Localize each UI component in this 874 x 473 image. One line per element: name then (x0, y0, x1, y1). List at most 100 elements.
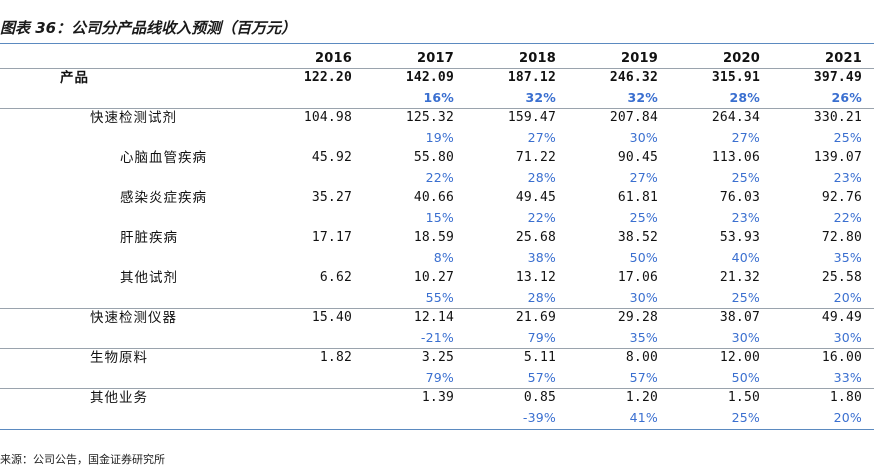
growth-cell: 8% (433, 250, 454, 265)
value-cell: 10.27 (413, 270, 454, 285)
growth-cell: 26% (831, 90, 862, 105)
value-cell: 29.28 (617, 310, 658, 325)
value-cell: 45.92 (311, 150, 352, 165)
growth-cell: 27% (731, 130, 760, 145)
value-cell: 17.17 (311, 230, 352, 245)
value-cell: 21.32 (719, 270, 760, 285)
value-cell: 13.12 (515, 270, 556, 285)
value-cell: 12.14 (413, 310, 454, 325)
value-cell: 90.45 (617, 150, 658, 165)
growth-cell: 57% (527, 370, 556, 385)
growth-cell: 28% (527, 170, 556, 185)
value-cell: 3.25 (421, 350, 454, 365)
growth-cell: 50% (629, 250, 658, 265)
value-cell: 72.80 (821, 230, 862, 245)
value-cell: 15.40 (311, 310, 352, 325)
value-cell: 53.93 (719, 230, 760, 245)
growth-cell: 22% (425, 170, 454, 185)
growth-cell: 27% (527, 130, 556, 145)
year-header: 2018 (519, 51, 556, 66)
row-label: 快速检测仪器 (90, 310, 177, 326)
value-cell: 139.07 (813, 150, 862, 165)
year-header: 2020 (723, 51, 760, 66)
table-rule (0, 308, 874, 309)
source-note: 来源：公司公告，国金证券研究所 (0, 453, 165, 466)
growth-cell: 20% (833, 290, 862, 305)
value-cell: 264.34 (711, 110, 760, 125)
growth-cell: 40% (731, 250, 760, 265)
growth-cell: 27% (629, 170, 658, 185)
value-cell: 38.07 (719, 310, 760, 325)
value-cell: 92.76 (821, 190, 862, 205)
row-label: 肝脏疾病 (120, 230, 178, 246)
value-cell: 61.81 (617, 190, 658, 205)
growth-cell: 30% (629, 290, 658, 305)
growth-cell: 30% (629, 130, 658, 145)
table-rule (0, 68, 874, 69)
value-cell: 76.03 (719, 190, 760, 205)
growth-cell: 41% (629, 410, 658, 425)
value-cell: 330.21 (813, 110, 862, 125)
growth-cell: -21% (420, 330, 454, 345)
row-label: 心脑血管疾病 (120, 150, 207, 166)
growth-cell: 30% (731, 330, 760, 345)
growth-cell: -39% (522, 410, 556, 425)
value-cell: 125.32 (405, 110, 454, 125)
value-cell: 49.49 (821, 310, 862, 325)
growth-cell: 22% (527, 210, 556, 225)
year-header: 2021 (825, 51, 862, 66)
value-cell: 40.66 (413, 190, 454, 205)
value-cell: 207.84 (609, 110, 658, 125)
value-cell: 5.11 (523, 350, 556, 365)
value-cell: 35.27 (311, 190, 352, 205)
growth-cell: 50% (731, 370, 760, 385)
value-cell: 25.68 (515, 230, 556, 245)
growth-cell: 25% (833, 130, 862, 145)
growth-cell: 19% (425, 130, 454, 145)
value-cell: 0.85 (523, 390, 556, 405)
growth-cell: 38% (527, 250, 556, 265)
growth-cell: 32% (627, 90, 658, 105)
value-cell: 159.47 (507, 110, 556, 125)
growth-cell: 35% (629, 330, 658, 345)
value-cell: 1.82 (319, 350, 352, 365)
value-cell: 49.45 (515, 190, 556, 205)
growth-cell: 20% (833, 410, 862, 425)
growth-cell: 28% (729, 90, 760, 105)
growth-cell: 25% (731, 410, 760, 425)
value-cell: 1.50 (727, 390, 760, 405)
value-cell: 17.06 (617, 270, 658, 285)
value-cell: 8.00 (625, 350, 658, 365)
growth-cell: 15% (425, 210, 454, 225)
growth-cell: 57% (629, 370, 658, 385)
value-cell: 397.49 (813, 70, 862, 85)
value-cell: 38.52 (617, 230, 658, 245)
value-cell: 71.22 (515, 150, 556, 165)
growth-cell: 55% (425, 290, 454, 305)
figure-title: 图表 36：公司分产品线收入预测（百万元） (0, 19, 297, 37)
growth-cell: 33% (833, 370, 862, 385)
growth-cell: 23% (833, 170, 862, 185)
value-cell: 113.06 (711, 150, 760, 165)
value-cell: 122.20 (303, 70, 352, 85)
row-label: 感染炎症疾病 (120, 190, 207, 206)
growth-cell: 25% (731, 170, 760, 185)
value-cell: 1.20 (625, 390, 658, 405)
value-cell: 6.62 (319, 270, 352, 285)
value-cell: 55.80 (413, 150, 454, 165)
year-header: 2017 (417, 51, 454, 66)
growth-cell: 25% (629, 210, 658, 225)
table-rule (0, 108, 874, 109)
growth-cell: 23% (731, 210, 760, 225)
growth-cell: 25% (731, 290, 760, 305)
row-label: 产品 (60, 70, 89, 86)
value-cell: 25.58 (821, 270, 862, 285)
value-cell: 104.98 (303, 110, 352, 125)
growth-cell: 16% (423, 90, 454, 105)
row-label: 其他试剂 (120, 270, 178, 286)
year-header: 2019 (621, 51, 658, 66)
growth-cell: 22% (833, 210, 862, 225)
growth-cell: 28% (527, 290, 556, 305)
growth-cell: 79% (425, 370, 454, 385)
value-cell: 246.32 (609, 70, 658, 85)
